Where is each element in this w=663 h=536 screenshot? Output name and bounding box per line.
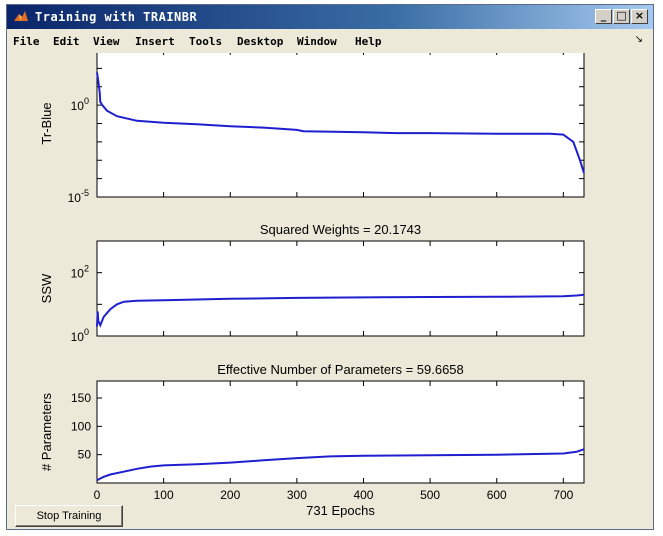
stop-training-button[interactable]: Stop Training: [15, 505, 123, 527]
chart-title: Effective Number of Parameters = 59.6658: [217, 362, 464, 377]
x-tick-label: 600: [487, 488, 507, 502]
menu-file[interactable]: File: [13, 35, 40, 48]
x-tick-label: 0: [94, 488, 101, 502]
chart-panel-2: Squared Weights = 20.1743 SSW 102 100: [39, 222, 585, 344]
chart-panel-1: Training SSE = 6.19918e-005Tr-Blue10010-…: [39, 53, 585, 205]
x-tick-label: 700: [553, 488, 573, 502]
axes-box: [96, 380, 585, 484]
y-tick-label: 102: [71, 264, 89, 281]
menu-view[interactable]: View: [93, 35, 120, 48]
y-tick-label: 50: [78, 448, 92, 462]
y-tick-label: 100: [71, 96, 89, 113]
y-axis-label: Tr-Blue: [39, 102, 54, 144]
x-tick-label: 100: [154, 488, 174, 502]
x-tick-label: 300: [287, 488, 307, 502]
menu-window[interactable]: Window: [297, 35, 337, 48]
x-axis-label: 731 Epochs: [306, 503, 375, 518]
chart-title: Squared Weights = 20.1743: [260, 222, 421, 237]
maximize-button[interactable]: □: [613, 9, 630, 24]
data-series-line: [96, 448, 585, 482]
y-axis-label: # Parameters: [39, 392, 54, 471]
menu-tools[interactable]: Tools: [189, 35, 223, 48]
menu-desktop[interactable]: Desktop: [237, 35, 284, 48]
x-tick-label: 500: [420, 488, 440, 502]
menu-edit[interactable]: Edit: [53, 35, 80, 48]
y-axis-label: SSW: [39, 273, 54, 303]
title-bar[interactable]: Training with TRAINBR _ □ ×: [7, 5, 653, 29]
matlab-logo-icon: [14, 11, 28, 21]
x-tick-label: 400: [353, 488, 373, 502]
y-tick-label: 10-5: [68, 188, 89, 205]
figure-canvas: Training SSE = 6.19918e-005Tr-Blue10010-…: [39, 53, 585, 518]
chart-panel-3: Effective Number of Parameters = 59.6658…: [39, 362, 585, 518]
axes-box: [96, 53, 585, 198]
figure-window: Training with TRAINBR _ □ × File Edit Vi…: [6, 4, 654, 530]
minimize-button[interactable]: _: [595, 9, 612, 24]
dock-arrow-icon[interactable]: ↘: [634, 34, 643, 45]
window-title: Training with TRAINBR: [35, 10, 198, 24]
menu-help[interactable]: Help: [355, 35, 382, 48]
menu-insert[interactable]: Insert: [135, 35, 175, 48]
y-tick-label: 100: [71, 419, 91, 433]
menu-bar: File Edit View Insert Tools Desktop Wind…: [7, 31, 653, 51]
data-series-line: [96, 72, 585, 174]
axes-box: [96, 240, 585, 337]
y-tick-label: 100: [71, 327, 89, 344]
data-series-line: [96, 293, 585, 328]
x-tick-label: 200: [220, 488, 240, 502]
close-button[interactable]: ×: [631, 9, 648, 24]
y-tick-label: 150: [71, 391, 91, 405]
